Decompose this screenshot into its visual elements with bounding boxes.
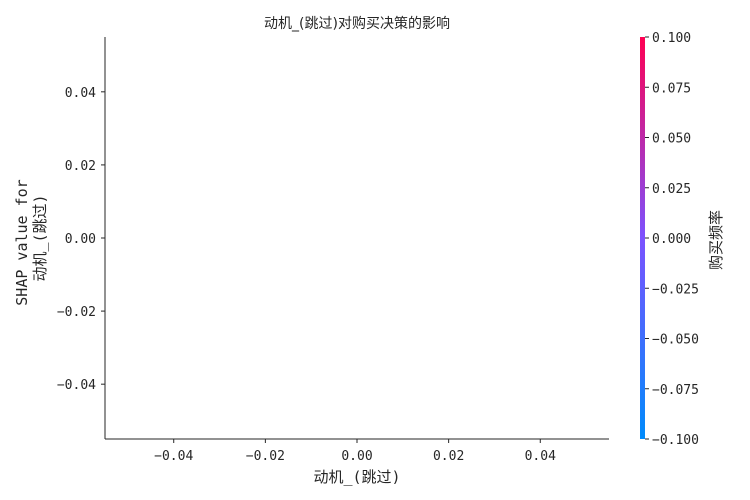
colorbar-tick-label: −0.050 [652, 333, 699, 348]
x-axis-label: 动机_(跳过) [313, 468, 400, 486]
y-axis-label-line-2: 动机_(跳过) [31, 194, 49, 281]
y-ticks: 0.04 0.02 0.00 −0.02 −0.04 [57, 86, 105, 393]
colorbar-tick-label: 0.000 [652, 232, 691, 247]
x-tick-label: −0.02 [246, 449, 285, 464]
chart-title: 动机_(跳过)对购买决策的影响 [264, 15, 450, 32]
y-tick-label: −0.04 [57, 378, 96, 393]
colorbar-tick-label: 0.050 [652, 132, 691, 147]
colorbar-tick-label: 0.025 [652, 182, 691, 197]
colorbar-tick-label: 0.075 [652, 81, 691, 96]
y-tick-label: 0.00 [65, 232, 96, 247]
colorbar-tick-label: −0.025 [652, 282, 699, 297]
colorbar-tick-label: −0.075 [652, 383, 699, 398]
colorbar-tick-label: 0.100 [652, 31, 691, 46]
y-tick-label: 0.04 [65, 86, 96, 101]
colorbar-label: 购买频率 [707, 210, 725, 270]
colorbar-tick-label: −0.100 [652, 433, 699, 448]
colorbar-ticks: 0.100 0.075 0.050 0.025 0.000 −0.025 −0.050 −0.… [645, 31, 699, 448]
y-axis-label-line-1: SHAP value for [13, 179, 31, 305]
y-axis-label: SHAP value for 动机_(跳过) [13, 170, 49, 305]
y-tick-label: 0.02 [65, 159, 96, 174]
x-tick-label: 0.02 [433, 449, 464, 464]
x-tick-label: 0.00 [341, 449, 372, 464]
colorbar [640, 37, 645, 439]
plot-axes [104, 37, 609, 440]
x-ticks: −0.04 −0.02 0.00 0.02 0.04 [154, 439, 556, 464]
x-tick-label: −0.04 [154, 449, 193, 464]
y-tick-label: −0.02 [57, 305, 96, 320]
x-tick-label: 0.04 [525, 449, 556, 464]
